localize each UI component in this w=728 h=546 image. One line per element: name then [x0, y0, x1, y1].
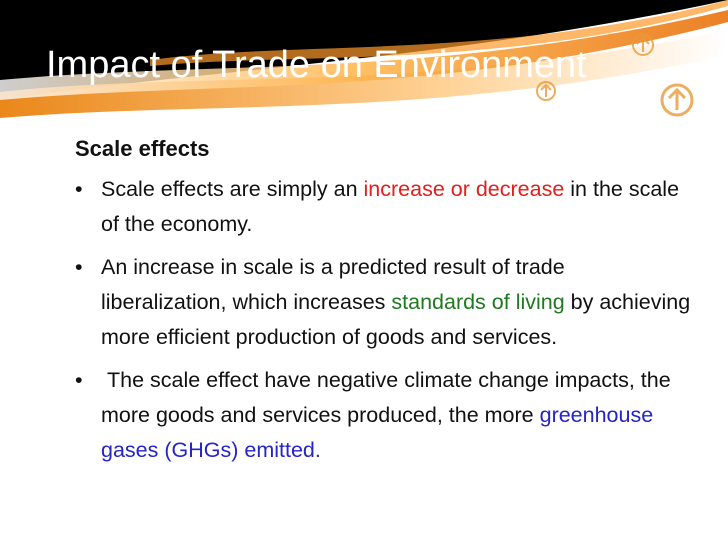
bullet-item: The scale effect have negative climate c…	[75, 363, 695, 468]
text-segment: Scale effects are simply an	[101, 177, 364, 201]
bullet-item: An increase in scale is a predicted resu…	[75, 250, 695, 355]
text-segment: increase or decrease	[363, 177, 565, 201]
bullet-item: Scale effects are simply an increase or …	[75, 172, 695, 242]
text-segment: An increase in scale is a predicted resu…	[101, 255, 571, 314]
text-segment: by achieving more efficient production o…	[101, 290, 697, 349]
section-heading: Scale effects	[75, 136, 210, 161]
bullet-list: Scale effects are simply an increase or …	[75, 172, 695, 476]
text-segment: The scale effect have negative climate c…	[101, 368, 677, 427]
slide-title: Impact of Trade on Environment	[46, 44, 587, 86]
text-segment: in the scale of the economy.	[101, 177, 686, 236]
text-segment: standards of living	[391, 290, 565, 314]
text-segment: greenhouse gases (GHGs) emitted.	[101, 403, 660, 462]
